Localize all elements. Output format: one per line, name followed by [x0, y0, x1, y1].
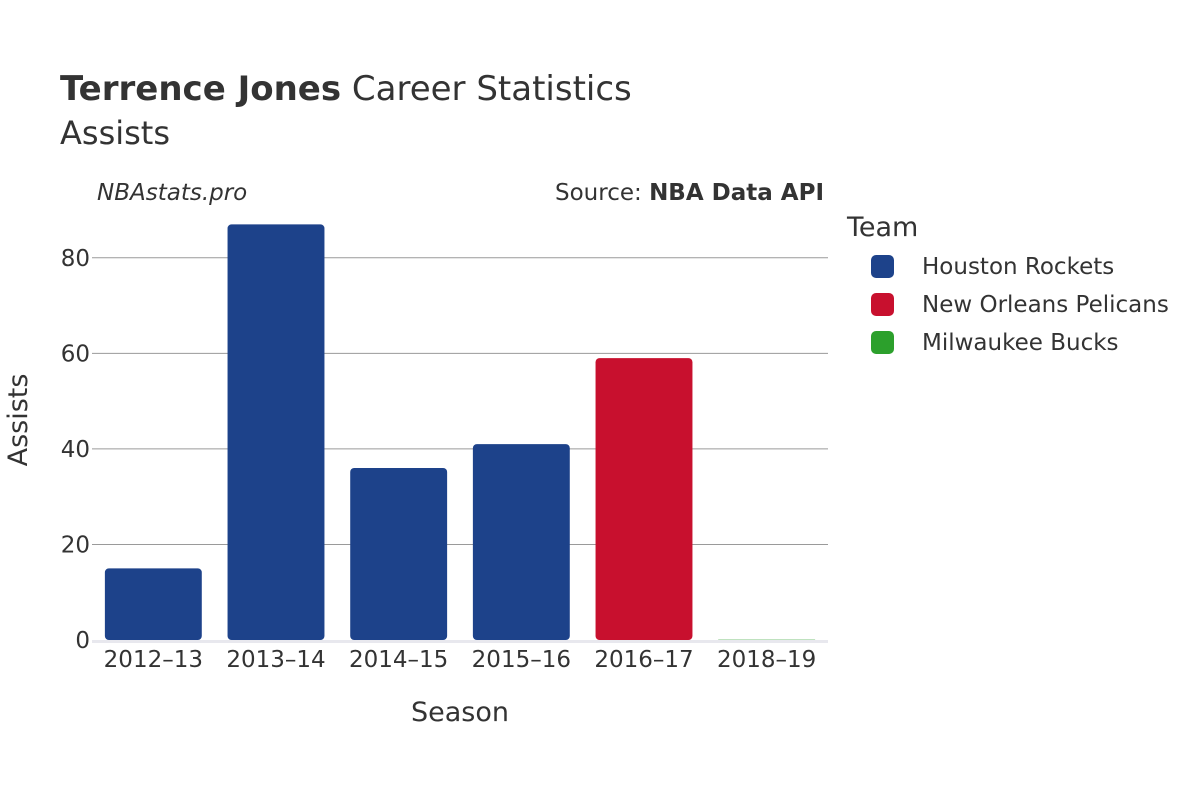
chart-subtitle: Assists	[60, 114, 170, 152]
chart-title-bold: Terrence Jones	[60, 69, 341, 109]
y-tick-label: 0	[75, 628, 90, 654]
bar[interactable]	[718, 639, 816, 640]
x-tick-label: 2013–14	[226, 647, 325, 673]
bar[interactable]	[227, 224, 325, 641]
y-tick-label: 60	[61, 341, 90, 367]
legend-label[interactable]: New Orleans Pelicans	[922, 292, 1169, 318]
x-tick-label: 2012–13	[104, 647, 203, 673]
y-axis-ticks: 0 20 40 60 80	[61, 246, 90, 654]
source-credit: Source: NBA Data API	[555, 180, 824, 206]
source-prefix: Source:	[555, 180, 649, 206]
x-axis-baseline	[92, 640, 828, 643]
legend: Team Houston Rockets New Orleans Pelicans…	[846, 212, 1169, 356]
source-name: NBA Data API	[649, 180, 824, 206]
legend-title: Team	[846, 212, 918, 243]
legend-label[interactable]: Milwaukee Bucks	[922, 330, 1119, 356]
legend-swatch[interactable]	[871, 293, 894, 316]
y-axis-title: Assists	[3, 374, 34, 467]
bars	[104, 224, 816, 641]
x-tick-label: 2018–19	[717, 647, 816, 673]
y-tick-label: 20	[61, 532, 90, 558]
chart-title: Terrence Jones Career Statistics	[60, 69, 632, 109]
gridlines	[92, 257, 828, 643]
legend-label[interactable]: Houston Rockets	[922, 254, 1114, 280]
bar[interactable]	[350, 468, 448, 640]
y-tick-label: 40	[61, 437, 90, 463]
site-credit: NBAstats.pro	[97, 180, 247, 206]
y-tick-label: 80	[61, 246, 90, 272]
x-tick-label: 2015–16	[472, 647, 571, 673]
legend-swatch[interactable]	[871, 331, 894, 354]
bar[interactable]	[595, 358, 693, 640]
x-axis-title: Season	[411, 697, 509, 728]
x-axis-ticks: 2012–13 2013–14 2014–15 2015–16 2016–17 2018–…	[104, 647, 817, 673]
x-tick-label: 2014–15	[349, 647, 448, 673]
legend-swatch[interactable]	[871, 255, 894, 278]
bar[interactable]	[104, 568, 202, 640]
x-tick-label: 2016–17	[594, 647, 693, 673]
bar[interactable]	[472, 444, 570, 640]
chart-title-rest: Career Statistics	[341, 69, 632, 109]
